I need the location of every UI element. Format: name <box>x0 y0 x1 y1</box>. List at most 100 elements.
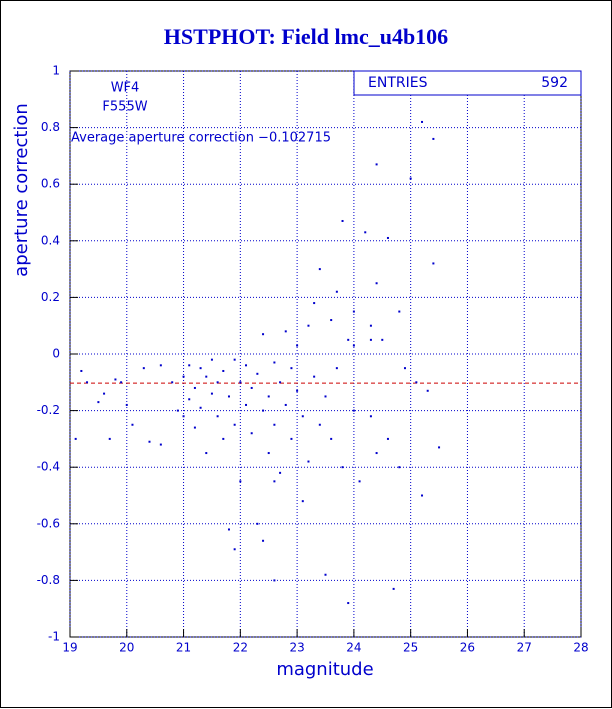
point <box>307 324 310 327</box>
point <box>86 381 89 384</box>
x-tick-label: 22 <box>233 641 248 655</box>
point <box>290 367 293 370</box>
point <box>245 403 248 406</box>
point <box>398 310 401 313</box>
point <box>375 452 378 455</box>
point <box>216 381 219 384</box>
stats-box <box>353 70 582 96</box>
point <box>375 282 378 285</box>
point <box>233 358 236 361</box>
point <box>233 423 236 426</box>
point <box>296 344 299 347</box>
point <box>284 403 287 406</box>
point <box>188 364 191 367</box>
y-tick-label: -0.8 <box>37 573 60 587</box>
point <box>341 219 344 222</box>
point <box>358 480 361 483</box>
x-tick-label: 19 <box>62 641 77 655</box>
point <box>318 423 321 426</box>
point <box>279 471 282 474</box>
point <box>313 302 316 305</box>
point <box>142 367 145 370</box>
point <box>188 398 191 401</box>
x-tick-label: 21 <box>176 641 191 655</box>
y-tick-label: -1 <box>48 630 60 644</box>
point <box>108 437 111 440</box>
point <box>262 409 265 412</box>
point <box>250 386 253 389</box>
point <box>222 437 225 440</box>
point <box>296 389 299 392</box>
point <box>403 367 406 370</box>
point <box>159 364 162 367</box>
point <box>250 432 253 435</box>
point <box>330 319 333 322</box>
annotation: Average aperture correction −0.102715 <box>71 131 331 146</box>
point <box>415 381 418 384</box>
point <box>171 381 174 384</box>
point <box>273 423 276 426</box>
y-tick-label: -0.2 <box>37 403 60 417</box>
point <box>347 602 350 605</box>
x-tick-label: 27 <box>517 641 532 655</box>
x-tick-label: 28 <box>573 641 588 655</box>
point <box>97 401 100 404</box>
x-tick-label: 24 <box>346 641 361 655</box>
y-tick-label: 0.4 <box>41 233 60 247</box>
point <box>284 330 287 333</box>
annotation: F555W <box>102 100 147 115</box>
point <box>313 375 316 378</box>
y-tick-label: -0.4 <box>37 460 60 474</box>
point <box>125 403 128 406</box>
point <box>381 338 384 341</box>
point <box>279 381 282 384</box>
point <box>262 333 265 336</box>
point <box>392 587 395 590</box>
annotation: WF4 <box>111 81 140 96</box>
point <box>176 409 179 412</box>
point <box>199 406 202 409</box>
point <box>267 452 270 455</box>
y-tick-label: 0 <box>52 347 60 361</box>
point <box>369 324 372 327</box>
point <box>290 437 293 440</box>
point <box>256 372 259 375</box>
point <box>205 452 208 455</box>
point <box>267 395 270 398</box>
y-axis-label: aperture correction <box>11 103 32 277</box>
chart-title: HSTPHOT: Field lmc_u4b106 <box>164 24 448 49</box>
point <box>159 443 162 446</box>
point <box>364 231 367 234</box>
point <box>227 395 230 398</box>
point <box>352 344 355 347</box>
point <box>216 415 219 418</box>
point <box>256 522 259 525</box>
point <box>301 415 304 418</box>
point <box>369 338 372 341</box>
point <box>262 539 265 542</box>
point <box>301 500 304 503</box>
x-axis-label: magnitude <box>276 659 373 680</box>
point <box>330 437 333 440</box>
point <box>426 389 429 392</box>
x-tick-label: 23 <box>289 641 304 655</box>
point <box>273 480 276 483</box>
point <box>182 375 185 378</box>
point <box>205 375 208 378</box>
point <box>182 415 185 418</box>
point <box>210 392 213 395</box>
y-tick-label: 0.2 <box>41 290 60 304</box>
point <box>193 386 196 389</box>
stats-label: ENTRIES <box>368 75 428 91</box>
point <box>386 437 389 440</box>
point <box>245 364 248 367</box>
point <box>120 381 123 384</box>
y-tick-label: 1 <box>52 64 60 78</box>
point <box>352 310 355 313</box>
point <box>432 137 435 140</box>
y-tick-label: -0.6 <box>37 516 60 530</box>
point <box>347 338 350 341</box>
point <box>193 426 196 429</box>
stats-value: 592 <box>541 75 568 91</box>
